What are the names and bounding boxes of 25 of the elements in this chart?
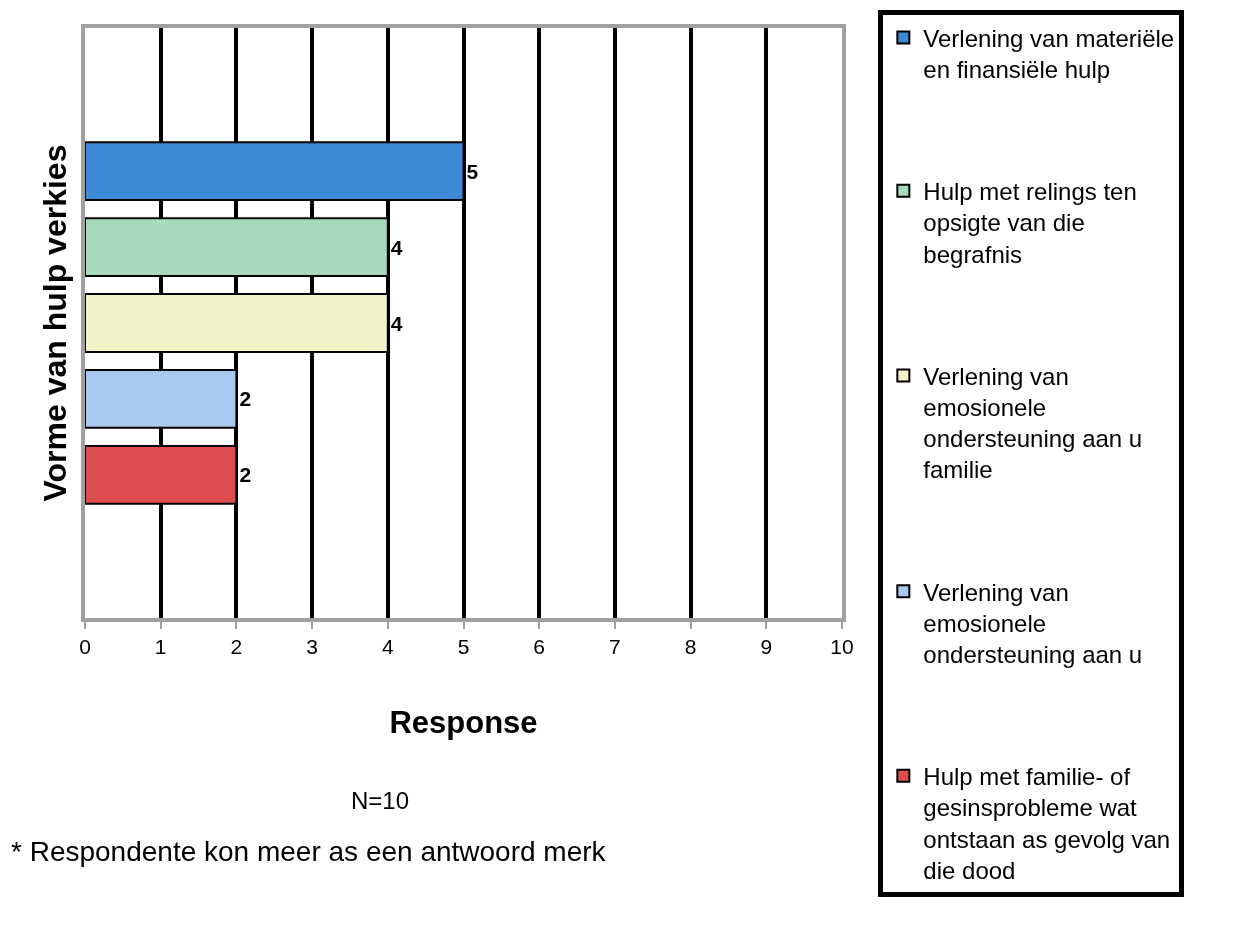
data-label: 2 xyxy=(239,387,252,411)
legend-label: Verlening van emosionele ondersteuning aan u familie xyxy=(923,362,1143,484)
text: * Respondente kon meer as een antwoord merk xyxy=(11,836,607,867)
x-tick-label: 8 xyxy=(684,635,697,659)
x-tick-label: 3 xyxy=(306,635,318,659)
data-label: 4 xyxy=(390,311,403,335)
y-axis-title: Vorme van hulp verkies xyxy=(36,144,73,502)
x-tick-label: 1 xyxy=(154,635,167,659)
x-tick-label: 2 xyxy=(230,635,243,659)
x-axis-title: Response xyxy=(389,704,538,740)
legend-label: Verlening van materiële en finansiële hulp xyxy=(923,24,1175,83)
x-tick-label: 7 xyxy=(609,635,621,659)
x-tick-label: 9 xyxy=(760,635,773,659)
text: N=10 xyxy=(351,787,410,814)
x-tick-label: 0 xyxy=(79,635,91,659)
data-label: 4 xyxy=(390,235,403,259)
legend-label: Verlening van emosionele ondersteuning aan u xyxy=(923,578,1143,668)
legend-label: Hulp met relings ten opsigte van die begrafnis xyxy=(923,178,1137,268)
x-tick-label: 4 xyxy=(381,635,394,659)
data-label: 2 xyxy=(239,463,252,487)
x-tick-label: 5 xyxy=(457,635,470,659)
data-label: 5 xyxy=(466,159,479,183)
x-tick-label: 6 xyxy=(533,635,546,659)
x-tick-label: 10 xyxy=(830,635,854,659)
legend-label: Hulp met familie- of gesinsprobleme wat ontstaan as gevolg van die dood xyxy=(923,763,1171,884)
